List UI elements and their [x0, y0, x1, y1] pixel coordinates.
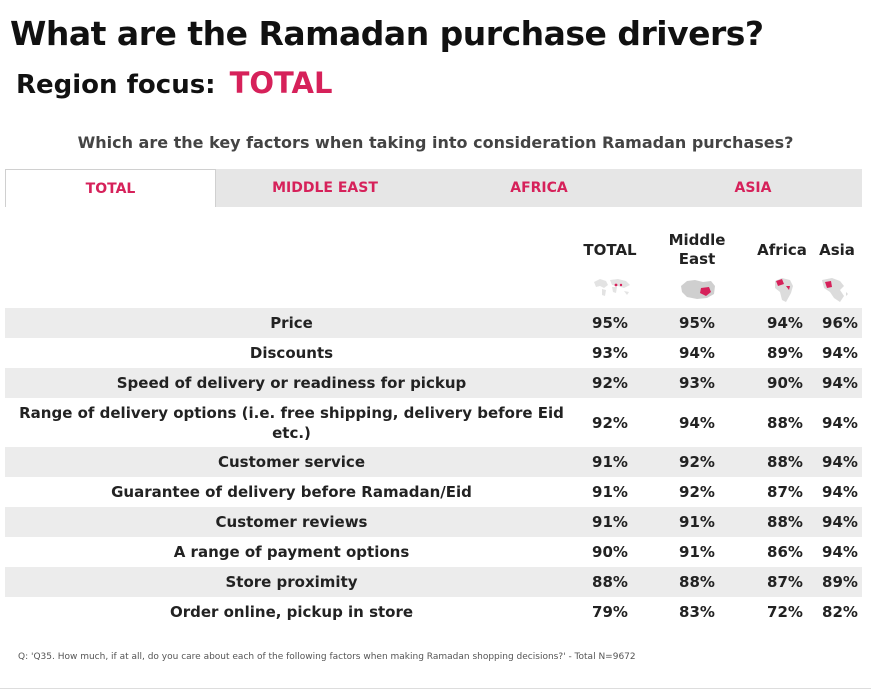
divider [0, 688, 871, 689]
value-middle-east: 88% [679, 573, 715, 591]
value-total: 92% [592, 374, 628, 392]
row-label: A range of payment options [173, 543, 410, 561]
middle-east-map-icon [681, 280, 715, 299]
value-total: 79% [592, 603, 628, 621]
value-africa: 90% [767, 374, 803, 392]
column-header-middle-east: Middle East [668, 231, 726, 268]
region-tabs: TOTAL MIDDLE EAST AFRICA ASIA [5, 169, 862, 207]
region-focus: Region focus: TOTAL [16, 66, 332, 100]
tab-middle-east[interactable]: MIDDLE EAST [216, 169, 434, 207]
tab-asia[interactable]: ASIA [644, 169, 862, 207]
value-asia: 94% [822, 543, 858, 561]
row-label: Range of delivery options (i.e. free shi… [19, 403, 564, 442]
world-map-icon [594, 279, 630, 296]
page-title: What are the Ramadan purchase drivers? [10, 14, 764, 53]
value-middle-east: 94% [679, 413, 715, 432]
row-label: Customer reviews [215, 513, 368, 531]
value-africa: 72% [767, 603, 803, 621]
value-total: 91% [592, 453, 628, 471]
value-africa: 88% [767, 413, 803, 432]
table-row: Speed of delivery or readiness for picku… [5, 368, 862, 398]
row-label: Guarantee of delivery before Ramadan/Eid [111, 483, 472, 501]
value-asia: 96% [822, 314, 858, 332]
row-label: Store proximity [225, 573, 358, 591]
table-row: Customer reviews 91% 91% 88% 94% [5, 507, 862, 537]
value-asia: 94% [822, 344, 858, 362]
column-header-total: TOTAL [583, 241, 637, 259]
value-total: 95% [592, 314, 628, 332]
value-middle-east: 83% [679, 603, 715, 621]
row-label: Customer service [218, 453, 365, 471]
value-asia: 89% [822, 573, 858, 591]
value-asia: 94% [822, 513, 858, 531]
tab-total-label: TOTAL [85, 180, 136, 197]
column-header-asia: Asia [819, 241, 855, 259]
region-label: Region focus: [16, 70, 216, 100]
table-row: Price 95% 95% 94% 96% [5, 308, 862, 338]
value-africa: 86% [767, 543, 803, 561]
africa-map-icon [775, 278, 793, 302]
value-asia: 82% [822, 603, 858, 621]
value-middle-east: 92% [679, 453, 715, 471]
value-asia: 94% [822, 483, 858, 501]
table-row: Customer service 91% 92% 88% 94% [5, 447, 862, 477]
value-total: 91% [592, 483, 628, 501]
asia-map-icon [822, 278, 848, 302]
value-total: 91% [592, 513, 628, 531]
value-total: 93% [592, 344, 628, 362]
table-row: Guarantee of delivery before Ramadan/Eid… [5, 477, 862, 507]
tab-total[interactable]: TOTAL [5, 169, 216, 207]
table-row: Order online, pickup in store 79% 83% 72… [5, 597, 862, 627]
value-africa: 87% [767, 573, 803, 591]
value-middle-east: 95% [679, 314, 715, 332]
value-africa: 88% [767, 513, 803, 531]
row-label: Discounts [249, 344, 334, 362]
value-total: 90% [592, 543, 628, 561]
tab-africa[interactable]: AFRICA [434, 169, 644, 207]
value-total: 88% [592, 573, 628, 591]
table-row: A range of payment options 90% 91% 86% 9… [5, 537, 862, 567]
row-label: Price [270, 314, 313, 332]
value-total: 92% [592, 413, 628, 432]
value-africa: 87% [767, 483, 803, 501]
table-row: Store proximity 88% 88% 87% 89% [5, 567, 862, 597]
value-middle-east: 94% [679, 344, 715, 362]
table-row: Range of delivery options (i.e. free shi… [5, 398, 862, 447]
region-value: TOTAL [229, 66, 333, 100]
tab-middle-east-label: MIDDLE EAST [272, 180, 378, 196]
column-header-africa: Africa [757, 241, 807, 259]
value-asia: 94% [822, 453, 858, 471]
tab-africa-label: AFRICA [510, 180, 568, 196]
value-africa: 88% [767, 453, 803, 471]
table-row: Discounts 93% 94% 89% 94% [5, 338, 862, 368]
question-text: Which are the key factors when taking in… [77, 133, 794, 152]
row-label: Speed of delivery or readiness for picku… [116, 374, 467, 392]
value-asia: 94% [822, 374, 858, 392]
value-middle-east: 91% [679, 543, 715, 561]
value-middle-east: 91% [679, 513, 715, 531]
value-middle-east: 92% [679, 483, 715, 501]
value-middle-east: 93% [679, 374, 715, 392]
footnote: Q: 'Q35. How much, if at all, do you car… [18, 652, 636, 662]
tab-asia-label: ASIA [734, 180, 772, 196]
row-label: Order online, pickup in store [169, 603, 414, 621]
value-africa: 94% [767, 314, 803, 332]
value-asia: 94% [822, 413, 858, 432]
value-africa: 89% [767, 344, 803, 362]
